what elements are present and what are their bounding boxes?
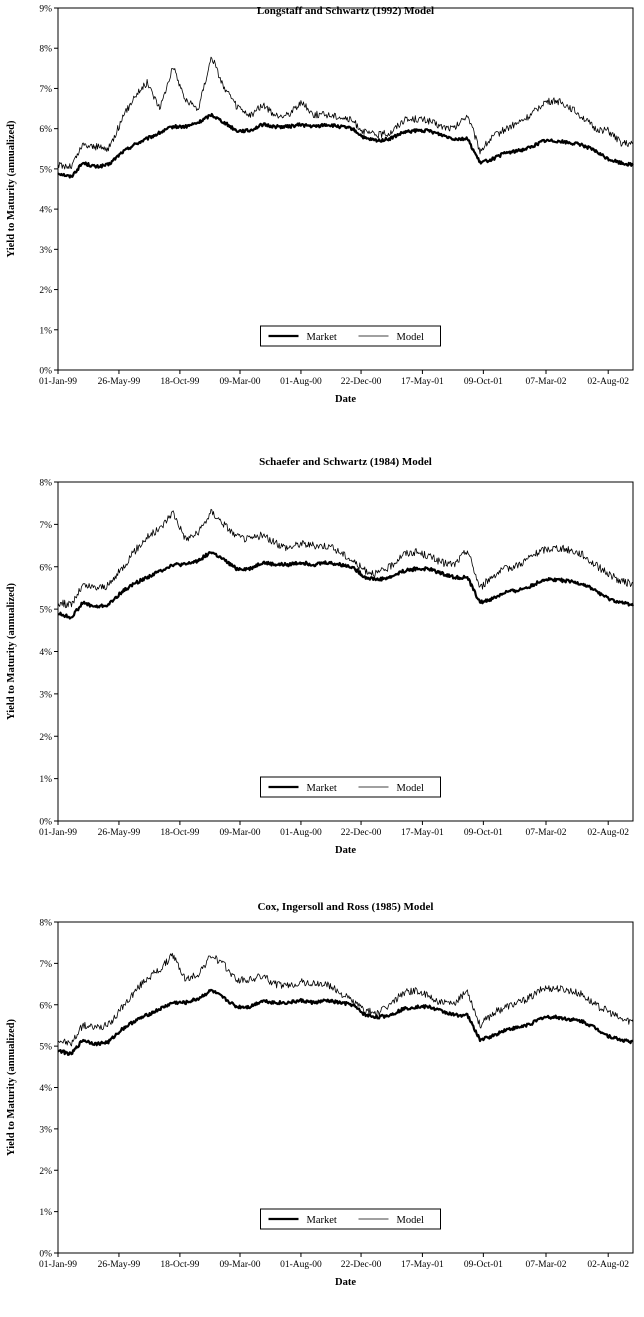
legend-label-model: Model — [397, 783, 424, 794]
y-axis-title: Yield to Maturity (annualized) — [6, 583, 17, 720]
x-axis-title: Date — [335, 1277, 356, 1288]
y-tick-label: 2% — [39, 733, 52, 743]
series-line-model — [57, 56, 634, 170]
y-tick-label: 0% — [39, 818, 52, 828]
x-tick-label: 09-Oct-01 — [464, 828, 503, 838]
plot-area-frame — [57, 481, 634, 822]
y-tick-label: 0% — [39, 1250, 52, 1260]
y-tick-label: 1% — [39, 326, 52, 336]
x-tick-label: 18-Oct-99 — [160, 377, 199, 387]
x-tick-label: 02-Aug-02 — [587, 828, 629, 838]
y-tick-label: 6% — [39, 563, 52, 573]
y-tick-label: 2% — [39, 286, 52, 296]
x-tick-label: 09-Mar-00 — [220, 828, 261, 838]
series-line-market — [57, 551, 635, 620]
y-tick-label: 5% — [39, 165, 52, 175]
legend-label-market: Market — [307, 332, 337, 343]
y-tick-label: 3% — [39, 1125, 52, 1135]
plot-area-frame — [57, 7, 634, 371]
chart-panel-schaefer-schwartz: Schaefer and Schwartz (1984) Model 0% 1% 2%… — [0, 440, 644, 880]
x-tick-label: 01-Aug-00 — [280, 377, 322, 387]
y-tick-label: 7% — [39, 960, 52, 970]
series-line-market — [57, 988, 634, 1056]
x-tick-label: 01-Jan-99 — [39, 377, 77, 387]
y-tick-label: 5% — [39, 1043, 52, 1053]
x-tick-label: 22-Dec-00 — [341, 828, 382, 838]
legend: Market Model — [260, 1208, 441, 1230]
x-tick-label: 26-May-99 — [98, 1260, 141, 1270]
x-tick-label: 01-Jan-99 — [39, 828, 77, 838]
chart-svg: Longstaff and Schwartz (1992) Model 0% 1% 2… — [6, 5, 634, 405]
legend-label-model: Model — [397, 332, 424, 343]
y-tick-label: 7% — [39, 521, 52, 531]
legend-box — [260, 1208, 441, 1230]
x-tick-label: 01-Jan-99 — [39, 1260, 77, 1270]
y-tick-label: 4% — [39, 648, 52, 658]
y-tick-label: 8% — [39, 45, 52, 55]
y-tick-label: 8% — [39, 919, 52, 929]
x-tick-label: 22-Dec-00 — [341, 377, 382, 387]
series-line-model — [57, 952, 634, 1047]
chart-svg: Cox, Ingersoll and Ross (1985) Model 0% 1%… — [6, 901, 634, 1288]
y-tick-label: 5% — [39, 606, 52, 616]
x-axis-title: Date — [335, 394, 356, 405]
x-tick-label: 01-Aug-00 — [280, 828, 322, 838]
x-tick-label: 07-Mar-02 — [526, 377, 567, 387]
x-axis-title: Date — [335, 845, 356, 856]
y-axis-title: Yield to Maturity (annualized) — [6, 120, 17, 257]
chart-svg: Schaefer and Schwartz (1984) Model 0% 1% 2%… — [6, 456, 635, 856]
chart-title: Cox, Ingersoll and Ross (1985) Model — [257, 901, 433, 913]
y-tick-label: 9% — [39, 5, 52, 15]
x-tick-label: 17-May-01 — [401, 1260, 444, 1270]
y-tick-label: 1% — [39, 1208, 52, 1218]
y-tick-label: 3% — [39, 690, 52, 700]
x-tick-label: 09-Mar-00 — [220, 377, 261, 387]
x-tick-label: 09-Oct-01 — [464, 377, 503, 387]
chart-title: Longstaff and Schwartz (1992) Model — [257, 5, 434, 17]
x-tick-label: 17-May-01 — [401, 828, 444, 838]
chart-panel-longstaff-schwartz: Longstaff and Schwartz (1992) Model 0% 1% 2… — [0, 0, 644, 440]
legend-label-market: Market — [307, 1215, 337, 1226]
y-tick-label: 8% — [39, 479, 52, 489]
x-tick-label: 09-Oct-01 — [464, 1260, 503, 1270]
legend-label-market: Market — [307, 783, 337, 794]
plot-area-frame — [57, 921, 634, 1254]
legend-label-model: Model — [397, 1215, 424, 1226]
y-tick-label: 0% — [39, 367, 52, 377]
y-tick-label: 7% — [39, 85, 52, 95]
x-tick-label: 18-Oct-99 — [160, 1260, 199, 1270]
x-tick-label: 02-Aug-02 — [587, 377, 629, 387]
x-tick-label: 17-May-01 — [401, 377, 444, 387]
y-tick-label: 6% — [39, 1001, 52, 1011]
series-line-market — [57, 112, 634, 179]
y-tick-label: 3% — [39, 246, 52, 256]
x-tick-label: 26-May-99 — [98, 828, 141, 838]
series-line-model — [57, 508, 634, 609]
y-tick-label: 2% — [39, 1167, 52, 1177]
x-tick-label: 09-Mar-00 — [220, 1260, 261, 1270]
chart-panel-cox-ingersoll-ross: Cox, Ingersoll and Ross (1985) Model 0% 1%… — [0, 877, 644, 1317]
legend-box — [260, 776, 441, 798]
x-tick-label: 07-Mar-02 — [526, 1260, 567, 1270]
y-tick-label: 1% — [39, 775, 52, 785]
x-tick-label: 01-Aug-00 — [280, 1260, 322, 1270]
y-tick-label: 6% — [39, 125, 52, 135]
x-tick-label: 26-May-99 — [98, 377, 141, 387]
y-axis-title: Yield to Maturity (annualized) — [6, 1019, 17, 1156]
y-tick-label: 4% — [39, 1084, 52, 1094]
x-tick-label: 07-Mar-02 — [526, 828, 567, 838]
x-tick-label: 22-Dec-00 — [341, 1260, 382, 1270]
legend: Market Model — [260, 776, 441, 798]
legend: Market Model — [260, 325, 441, 347]
legend-box — [260, 325, 441, 347]
x-tick-label: 18-Oct-99 — [160, 828, 199, 838]
chart-title: Schaefer and Schwartz (1984) Model — [259, 456, 432, 468]
y-tick-label: 4% — [39, 206, 52, 216]
x-tick-label: 02-Aug-02 — [587, 1260, 629, 1270]
